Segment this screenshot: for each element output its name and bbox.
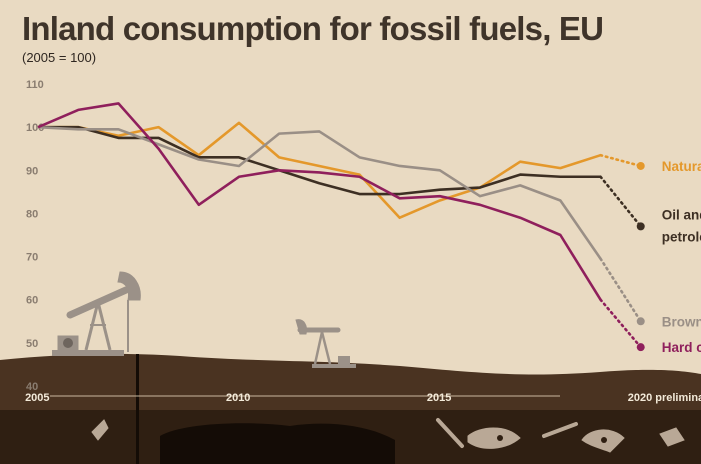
series-endpoint-brown-coal — [636, 317, 645, 326]
series-label-hard-coal: Hard coal — [662, 340, 701, 355]
series-line-preliminary-hard-coal — [599, 298, 643, 349]
series-label-natural-gas: Natural gas — [662, 159, 701, 174]
y-tick-label-50: 50 — [26, 338, 38, 350]
oil-pocket — [160, 423, 395, 464]
fossil-icons — [91, 418, 685, 453]
y-tick-label-40: 40 — [26, 381, 38, 393]
series-line-brown-coal — [38, 125, 602, 260]
series-line-preliminary-oil-and-petroleum-products — [599, 175, 643, 228]
series-label-line: petroleum products — [662, 229, 701, 244]
y-tick-label-70: 70 — [26, 252, 38, 264]
series-label-oil-and-petroleum-products: Oil and petroleum products — [662, 207, 701, 244]
x-tick-label-2020: 2020 preliminary — [628, 392, 701, 404]
series-label-brown-coal: Brown coal — [662, 314, 701, 329]
x-tick-label-2015: 2015 — [427, 392, 451, 404]
series-line-natural-gas — [38, 121, 601, 220]
y-tick-label-110: 110 — [26, 79, 44, 91]
series-line-preliminary-natural-gas — [599, 153, 643, 168]
series-endpoint-natural-gas — [636, 161, 645, 170]
chart-subtitle: (2005 = 100) — [22, 50, 97, 65]
oil-pump-large-icon — [52, 271, 141, 356]
oil-pump-small-icon — [295, 319, 356, 368]
y-tick-label-80: 80 — [26, 208, 38, 220]
series-line-oil-and-petroleum-products — [38, 125, 601, 196]
pipe — [136, 354, 139, 464]
series-line-hard-coal — [37, 102, 602, 301]
x-tick-label-2005: 2005 — [25, 392, 49, 404]
series-label-line: Oil and — [662, 207, 701, 222]
series-endpoint-hard-coal — [636, 343, 645, 352]
y-tick-label-90: 90 — [26, 165, 38, 177]
x-tick-label-2010: 2010 — [226, 392, 250, 404]
series-endpoint-oil-and-petroleum-products — [636, 222, 645, 231]
chart-title: Inland consumption for fossil fuels, EU — [22, 10, 604, 47]
series-line-preliminary-brown-coal — [599, 257, 643, 323]
y-tick-label-60: 60 — [26, 295, 38, 307]
